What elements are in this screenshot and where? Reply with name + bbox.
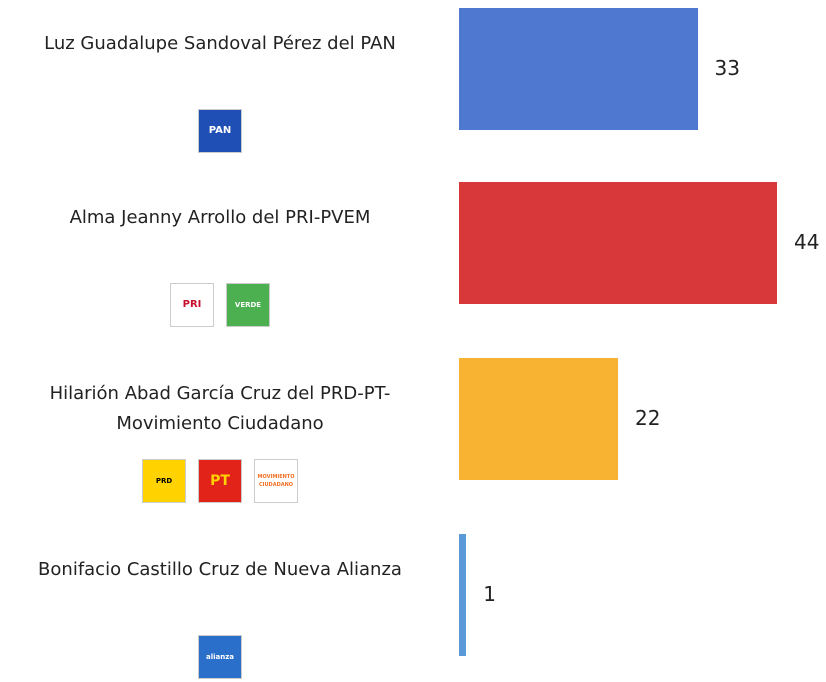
logo-row: PRD PT MOVIMIENTO CIUDADANO: [10, 459, 430, 503]
party-logo: PRD: [142, 459, 186, 503]
value-label: 22: [635, 406, 661, 430]
bar: [459, 358, 618, 480]
bar: [459, 8, 698, 130]
bar: [459, 534, 467, 656]
party-logo: PAN: [198, 109, 242, 153]
value-label: 1: [483, 582, 496, 606]
logo-row: alianza: [10, 635, 430, 679]
party-logo: VERDE: [226, 283, 270, 327]
party-logo: alianza: [198, 635, 242, 679]
candidate-label: Alma Jeanny Arrollo del PRI-PVEM: [69, 207, 371, 228]
value-label: 44: [794, 230, 820, 254]
candidate-label: Luz Guadalupe Sandoval Pérez del PAN: [44, 33, 396, 54]
logo-row: PRI VERDE: [10, 283, 430, 327]
logo-row: PAN: [10, 109, 430, 153]
bar: [459, 182, 777, 304]
value-label: 33: [714, 56, 740, 80]
party-logo: PT: [198, 459, 242, 503]
candidate-label: Hilarión Abad García Cruz del PRD-PT-Mov…: [49, 383, 391, 434]
candidate-label: Bonifacio Castillo Cruz de Nueva Alianza: [38, 559, 402, 580]
party-logo: PRI: [170, 283, 214, 327]
party-logo: MOVIMIENTO CIUDADANO: [254, 459, 298, 503]
